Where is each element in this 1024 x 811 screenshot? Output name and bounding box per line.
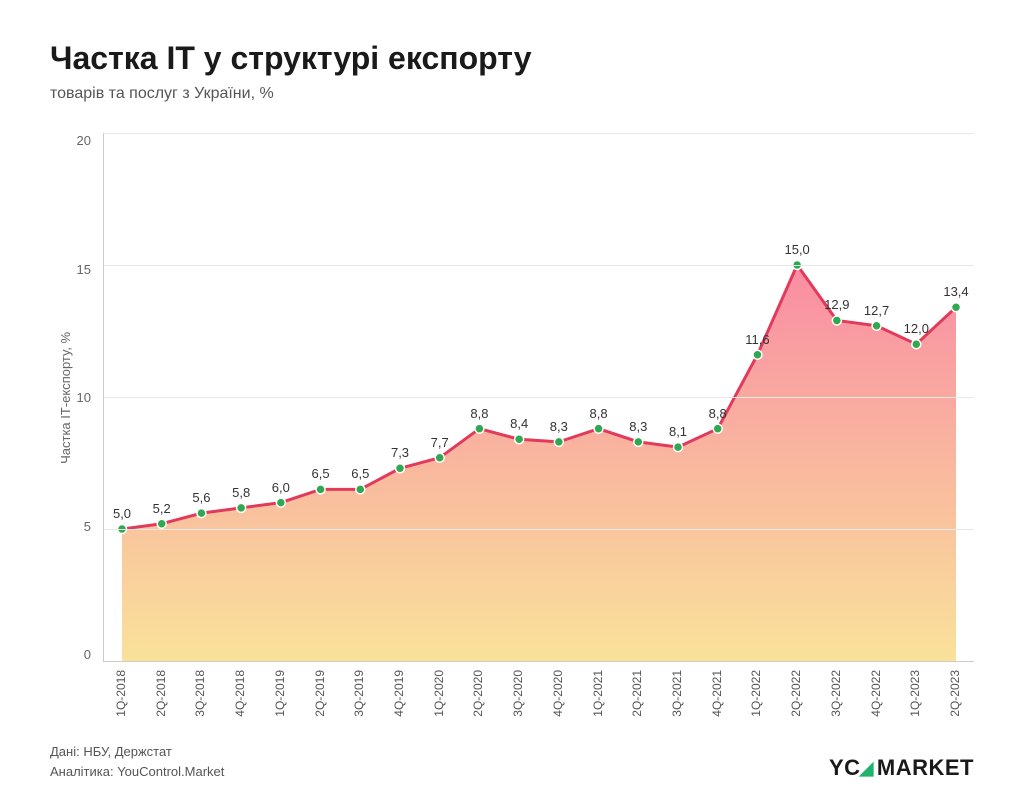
data-marker bbox=[674, 443, 683, 452]
x-tick-label: 3Q-2019 bbox=[352, 670, 366, 717]
chart-title: Частка ІТ у структурі експорту bbox=[50, 40, 974, 77]
data-label: 6,0 bbox=[272, 480, 290, 495]
y-tick: 15 bbox=[73, 262, 91, 277]
chart-container: Частка ІТ у структурі експорту товарів т… bbox=[0, 0, 1024, 811]
data-label: 12,7 bbox=[864, 303, 889, 318]
data-marker bbox=[237, 503, 246, 512]
credits-line-2: Аналітика: YouControl.Market bbox=[50, 762, 224, 782]
x-tick-label: 3Q-2021 bbox=[670, 670, 684, 717]
data-marker bbox=[475, 424, 484, 433]
x-tick-label: 2Q-2022 bbox=[789, 670, 803, 717]
data-label: 5,2 bbox=[153, 501, 171, 516]
data-label: 8,8 bbox=[709, 406, 727, 421]
data-marker bbox=[753, 350, 762, 359]
data-marker bbox=[396, 464, 405, 473]
x-tick-label: 3Q-2020 bbox=[511, 670, 525, 717]
data-label: 6,5 bbox=[351, 466, 369, 481]
plot-area: 5,0 5,2 5,6 5,8 6,0 6,5 6,5 7,3 7,7 8,8 8,4 8,3 8,8 8… bbox=[103, 133, 974, 662]
x-tick-label: 3Q-2018 bbox=[193, 670, 207, 717]
data-label: 8,8 bbox=[590, 406, 608, 421]
data-marker bbox=[952, 303, 961, 312]
x-tick-label: 4Q-2020 bbox=[551, 670, 565, 717]
x-tick-label: 3Q-2022 bbox=[829, 670, 843, 717]
y-tick: 0 bbox=[73, 647, 91, 662]
x-tick-label: 4Q-2021 bbox=[710, 670, 724, 717]
data-label: 12,9 bbox=[824, 297, 849, 312]
data-label: 15,0 bbox=[784, 242, 809, 257]
x-tick-label: 1Q-2021 bbox=[591, 670, 605, 717]
x-tick-label: 4Q-2022 bbox=[869, 670, 883, 717]
data-label: 7,7 bbox=[431, 435, 449, 450]
data-marker bbox=[157, 519, 166, 528]
data-marker bbox=[832, 316, 841, 325]
data-marker bbox=[594, 424, 603, 433]
data-label: 8,3 bbox=[629, 419, 647, 434]
data-marker bbox=[356, 485, 365, 494]
footer: Дані: НБУ, Держстат Аналітика: YouContro… bbox=[50, 742, 974, 781]
x-tick-label: 2Q-2018 bbox=[154, 670, 168, 717]
data-label: 8,3 bbox=[550, 419, 568, 434]
gridline bbox=[104, 265, 974, 266]
credits-line-1: Дані: НБУ, Держстат bbox=[50, 742, 224, 762]
data-label: 5,6 bbox=[192, 490, 210, 505]
data-marker bbox=[515, 435, 524, 444]
data-label: 5,8 bbox=[232, 485, 250, 500]
data-marker bbox=[912, 340, 921, 349]
x-tick-label: 2Q-2021 bbox=[630, 670, 644, 717]
data-marker bbox=[435, 453, 444, 462]
data-marker bbox=[554, 437, 563, 446]
data-marker bbox=[634, 437, 643, 446]
data-label: 6,5 bbox=[312, 466, 330, 481]
x-tick-label: 1Q-2020 bbox=[432, 670, 446, 717]
data-label: 13,4 bbox=[943, 284, 968, 299]
data-label: 12,0 bbox=[904, 321, 929, 336]
data-marker bbox=[316, 485, 325, 494]
brand-prefix: YC bbox=[829, 755, 861, 781]
x-tick-label: 4Q-2019 bbox=[392, 670, 406, 717]
x-axis-labels: 1Q-2018 2Q-2018 3Q-2018 4Q-2018 1Q-2019 2Q-20… bbox=[103, 662, 974, 732]
x-tick-label: 1Q-2018 bbox=[114, 670, 128, 717]
gridline bbox=[104, 397, 974, 398]
x-tick-label: 1Q-2022 bbox=[749, 670, 763, 717]
y-tick: 20 bbox=[73, 133, 91, 148]
y-tick: 5 bbox=[73, 519, 91, 534]
data-label: 8,8 bbox=[470, 406, 488, 421]
x-tick-label: 2Q-2020 bbox=[471, 670, 485, 717]
brand-suffix: MARKET bbox=[877, 755, 974, 781]
data-marker bbox=[713, 424, 722, 433]
area-fill bbox=[122, 265, 956, 661]
x-tick-label: 1Q-2023 bbox=[908, 670, 922, 717]
data-marker bbox=[276, 498, 285, 507]
data-marker bbox=[872, 321, 881, 330]
x-tick-label: 2Q-2019 bbox=[313, 670, 327, 717]
brand-accent-icon: ◢ bbox=[860, 759, 874, 777]
chart-area: Частка ІТ-експорту, % 20 15 10 5 0 5,0 5,2 5,6… bbox=[50, 133, 974, 732]
data-label: 8,1 bbox=[669, 424, 687, 439]
data-label: 5,0 bbox=[113, 506, 131, 521]
y-axis-ticks: 20 15 10 5 0 bbox=[73, 133, 103, 732]
data-label: 8,4 bbox=[510, 416, 528, 431]
brand-logo: YC◢ MARKET bbox=[829, 755, 974, 781]
data-label: 11,6 bbox=[745, 332, 769, 347]
credits: Дані: НБУ, Держстат Аналітика: YouContro… bbox=[50, 742, 224, 781]
y-axis-label: Частка ІТ-експорту, % bbox=[50, 332, 73, 464]
y-tick: 10 bbox=[73, 390, 91, 405]
chart-subtitle: товарів та послуг з України, % bbox=[50, 85, 974, 103]
x-tick-label: 4Q-2018 bbox=[233, 670, 247, 717]
x-tick-label: 2Q-2023 bbox=[948, 670, 962, 717]
data-marker bbox=[197, 509, 206, 518]
data-label: 7,3 bbox=[391, 445, 409, 460]
x-tick-label: 1Q-2019 bbox=[273, 670, 287, 717]
gridline bbox=[104, 529, 974, 530]
gridline bbox=[104, 133, 974, 134]
